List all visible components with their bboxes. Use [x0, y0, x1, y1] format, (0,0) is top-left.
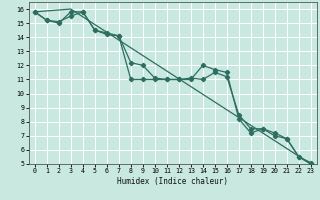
X-axis label: Humidex (Indice chaleur): Humidex (Indice chaleur) — [117, 177, 228, 186]
